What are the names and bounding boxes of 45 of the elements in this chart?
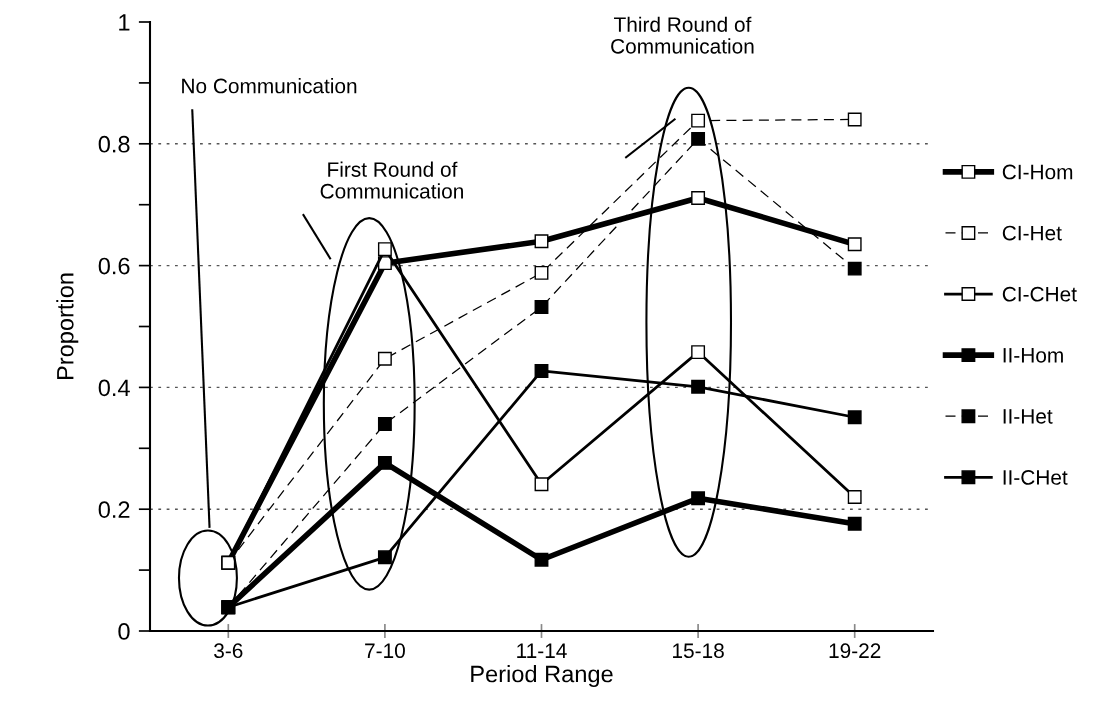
point [534, 300, 549, 314]
point [691, 491, 706, 506]
annotation: No Communication [182, 78, 357, 94]
point [691, 345, 706, 360]
point [691, 191, 706, 205]
point [534, 552, 549, 567]
point [847, 112, 862, 127]
legend-label: II-CHet [1003, 470, 1068, 485]
y-tick-label: 1 [119, 14, 130, 31]
x-tick-label: 19-22 [829, 643, 881, 659]
legend-label: II-Hom [1003, 348, 1063, 363]
x-tick-label: 15-18 [673, 643, 724, 659]
legend-label: II-Het [1003, 409, 1053, 424]
point [534, 234, 549, 249]
point [377, 455, 392, 470]
point [377, 351, 392, 366]
y-axis-title: Proportion [56, 273, 79, 380]
legend-label: CI-Het [1002, 225, 1062, 241]
point [691, 131, 706, 146]
y-tick-label: 0.2 [98, 501, 130, 518]
point [534, 477, 549, 492]
point [847, 490, 862, 504]
x-tick-label: 11-14 [517, 643, 567, 658]
point [847, 516, 862, 531]
legend-label: CI-CHet [1002, 286, 1077, 302]
point [847, 261, 862, 276]
x-tick-label: 3-6 [214, 643, 243, 659]
point [691, 379, 706, 394]
x-axis-title: Period Range [471, 665, 613, 688]
point [847, 237, 862, 252]
y-tick-label: 0.6 [98, 257, 130, 275]
y-tick-label: 0.8 [98, 135, 130, 153]
point [377, 416, 392, 431]
y-tick-label: 0 [118, 623, 130, 640]
annotation: Third Round of Communication [611, 16, 754, 54]
point [691, 113, 706, 128]
annotation: First Round of Communication [320, 161, 463, 199]
legend-label: CI-Hom [1002, 164, 1073, 180]
point [377, 550, 392, 565]
y-tick-label: 0.4 [98, 379, 130, 397]
point [377, 242, 392, 257]
point [534, 364, 549, 378]
point [534, 265, 549, 280]
x-tick-label: 7-10 [365, 643, 405, 659]
point [847, 410, 862, 425]
